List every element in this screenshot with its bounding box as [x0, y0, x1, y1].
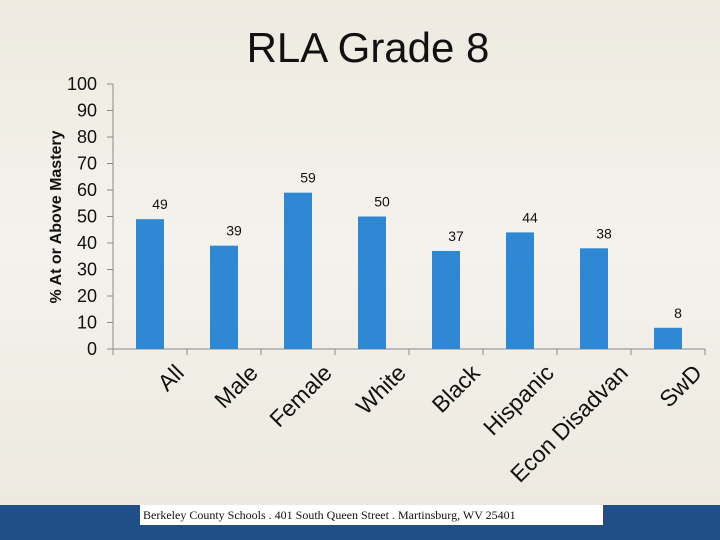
data-label: 50	[374, 194, 390, 210]
bar-black	[432, 250, 460, 349]
x-tick-label: SwD	[654, 359, 707, 412]
x-tick-label: Male	[209, 359, 263, 413]
x-tick-label: White	[351, 359, 411, 419]
data-label: 38	[596, 225, 612, 241]
bar-male	[210, 245, 238, 349]
bar-swd	[654, 327, 682, 349]
bars-group	[136, 192, 682, 349]
x-tick-label: Black	[427, 359, 486, 418]
data-label: 37	[448, 228, 464, 244]
y-axis: 0 10 20 30 40 50 60 70 80 90 100	[67, 74, 706, 359]
y-tick-label: 80	[77, 127, 97, 147]
data-label: 44	[522, 209, 538, 225]
y-tick-label: 40	[77, 233, 97, 253]
bar-white	[358, 216, 386, 349]
y-tick-label: 60	[77, 180, 97, 200]
x-tick-label: All	[152, 359, 188, 395]
y-tick-label: 0	[87, 339, 97, 359]
data-label: 39	[226, 223, 242, 239]
y-tick-label: 10	[77, 313, 97, 333]
y-tick-label: 90	[77, 101, 97, 121]
x-tick-label: Female	[264, 359, 337, 432]
y-tick-label: 20	[77, 286, 97, 306]
y-tick-label: 100	[67, 74, 97, 94]
footer-address: Berkeley County Schools . 401 South Quee…	[140, 505, 603, 525]
y-tick-label: 30	[77, 260, 97, 280]
data-label: 8	[674, 305, 682, 321]
bar-female	[284, 192, 312, 349]
bar-hispanic	[506, 232, 534, 349]
chart-title: RLA Grade 8	[247, 24, 490, 71]
y-axis-label: % At or Above Mastery	[48, 130, 65, 303]
bar-all	[136, 219, 164, 349]
data-label: 59	[300, 170, 316, 186]
data-labels-group: 49 39 59 50 37 44 38 8	[152, 170, 682, 321]
data-label: 49	[152, 196, 168, 212]
y-tick-label: 70	[77, 154, 97, 174]
y-tick-label: 50	[77, 207, 97, 227]
bar-econ-disadvan	[580, 248, 608, 349]
